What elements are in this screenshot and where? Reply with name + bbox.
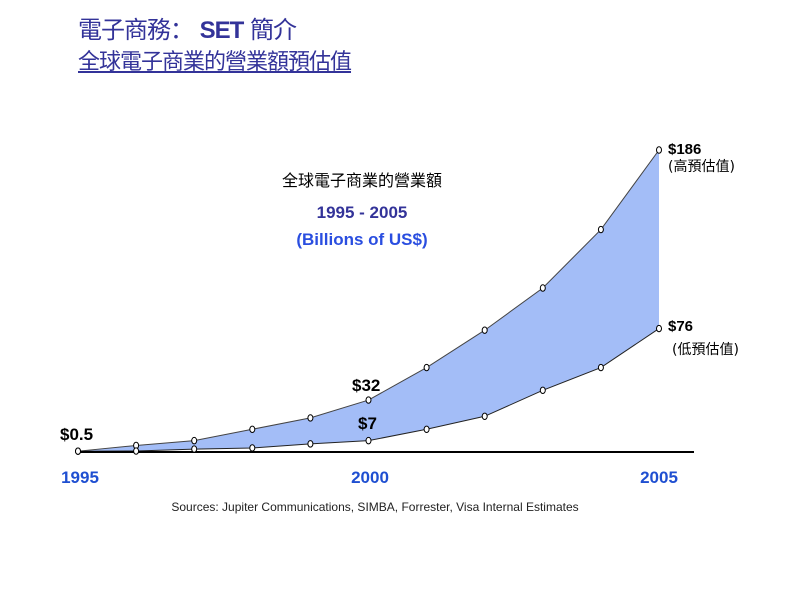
x-tick-1995: 1995 [61,468,99,487]
high-point-2003 [539,284,546,292]
x-tick-2005: 2005 [640,468,678,487]
title-bold: SET [199,17,245,44]
low-point-1996 [133,447,140,455]
high-point-2001 [423,363,430,372]
annotation-32: $32 [352,376,380,395]
title-prefix: 電子商務： [78,16,194,44]
annotation-7: $7 [358,414,377,433]
x-tick-2000: 2000 [351,468,389,487]
annotation-186: $186 [668,141,701,158]
source-note: Sources: Jupiter Communications, SIMBA, … [171,500,578,514]
slide-subtitle: 全球電子商業的營業額預估值 [78,50,352,75]
unit-label: (Billions of US$) [296,230,427,249]
high-point-2000 [365,396,372,404]
annotation-0-5: $0.5 [60,425,93,444]
high-point-2004 [597,225,604,234]
annotation-76: $76 [668,318,693,335]
high-point-2005 [656,146,662,154]
high-point-2002 [481,326,488,334]
slide-title: 電子商務： SET 簡介 [78,10,297,45]
low-point-2005 [656,324,662,333]
annotation-low: (低預估值) [672,342,739,358]
range-band [78,150,659,452]
low-point-1995 [75,447,81,455]
high-point-1998 [249,425,256,433]
low-point-2002 [481,412,488,420]
high-point-1997 [191,436,198,445]
low-point-2001 [423,425,430,433]
chart-subtitle: 1995 - 2005 [317,203,408,222]
title-suffix: 簡介 [249,16,297,44]
high-point-1999 [307,414,314,422]
low-point-1997 [191,445,198,453]
low-point-2004 [597,363,604,372]
low-point-1999 [307,440,314,448]
low-point-2000 [365,436,372,445]
low-point-1998 [249,444,256,452]
low-point-2003 [539,386,546,395]
chart-title: 全球電子商業的營業額 [282,171,442,190]
annotation-high: (高預估值) [668,158,735,175]
